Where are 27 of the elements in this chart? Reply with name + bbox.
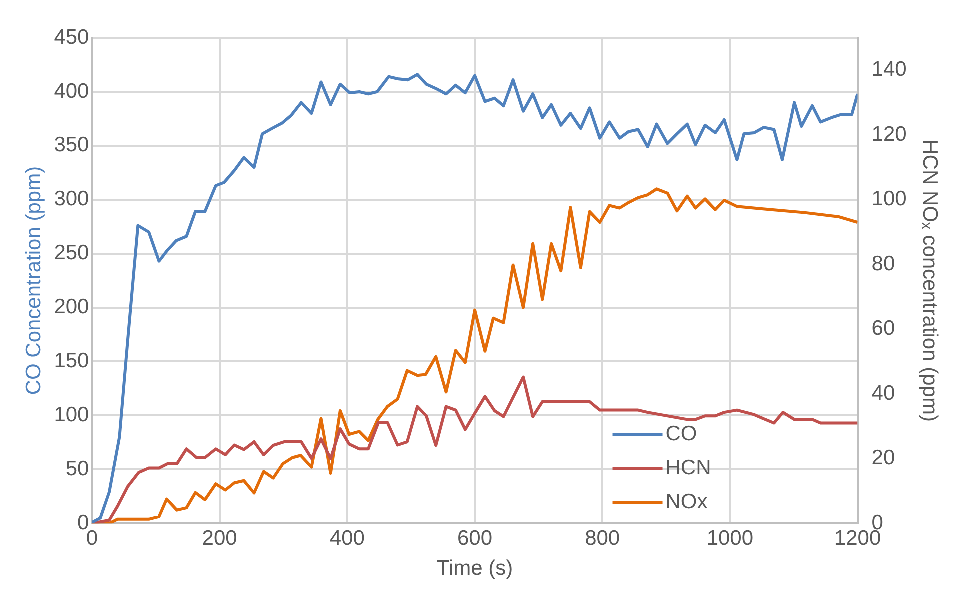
legend-label: HCN — [666, 456, 712, 480]
y2-tick-label: 80 — [872, 252, 896, 276]
y-tick-label: 350 — [54, 134, 90, 157]
legend-label: CO — [666, 422, 698, 446]
y-tick-label: 300 — [54, 188, 90, 211]
y2-tick-label: 140 — [872, 58, 907, 82]
x-tick-label: 800 — [585, 526, 620, 550]
y2-tick-label: 40 — [872, 382, 896, 405]
y2-axis-title: HCN NOₓ concentration (ppm) — [918, 140, 942, 422]
y-tick-label: 150 — [54, 350, 90, 373]
y-axis-title: CO Concentration (ppm) — [22, 166, 46, 396]
y2-tick-label: 20 — [872, 446, 896, 470]
y-tick-label: 100 — [54, 403, 90, 426]
y-tick-label: 400 — [54, 80, 90, 103]
x-axis-title: Time (s) — [436, 557, 514, 580]
y-tick-label: 200 — [54, 296, 90, 319]
y2-tick-label: 120 — [872, 122, 907, 146]
y-tick-label: 50 — [66, 457, 90, 480]
x-tick-label: 1000 — [706, 526, 754, 550]
legend-label: NOx — [666, 490, 708, 514]
y-tick-label: 250 — [54, 242, 90, 265]
x-tick-label: 400 — [330, 526, 365, 550]
y-tick-label: 450 — [54, 26, 90, 49]
y2-tick-label: 60 — [872, 317, 896, 340]
x-tick-label: 600 — [457, 526, 493, 550]
x-tick-label: 200 — [202, 526, 238, 550]
y2-tick-label: 100 — [872, 188, 907, 211]
